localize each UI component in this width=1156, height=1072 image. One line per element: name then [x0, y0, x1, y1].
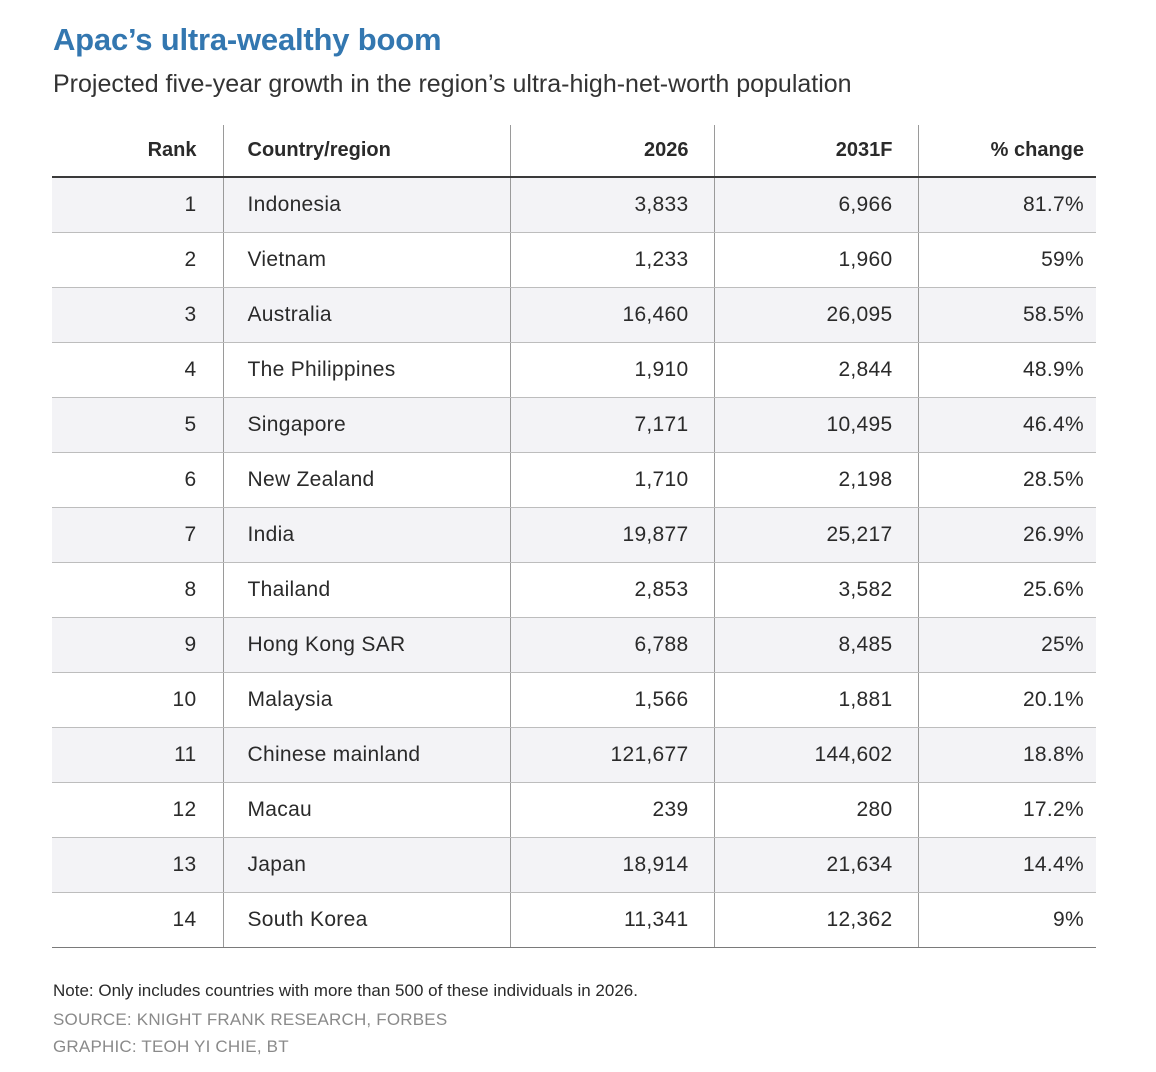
table-row: 3 Australia 16,460 26,095 58.5% [52, 287, 1096, 343]
table-row: 7 India 19,877 25,217 26.9% [52, 507, 1096, 563]
cell-2026: 1,566 [509, 672, 714, 728]
cell-rank: 2 [52, 232, 223, 288]
cell-2026: 239 [509, 782, 714, 838]
cell-rank: 6 [52, 452, 223, 508]
cell-2026: 6,788 [509, 617, 714, 673]
cell-change: 14.4% [917, 837, 1096, 893]
cell-rank: 7 [52, 507, 223, 563]
cell-change: 17.2% [917, 782, 1096, 838]
cell-2026: 1,910 [509, 342, 714, 398]
cell-change: 46.4% [917, 397, 1096, 453]
cell-country: The Philippines [222, 342, 510, 398]
cell-rank: 9 [52, 617, 223, 673]
cell-rank: 10 [52, 672, 223, 728]
cell-2026: 1,233 [509, 232, 714, 288]
table-row: 10 Malaysia 1,566 1,881 20.1% [52, 672, 1096, 728]
table-row: 13 Japan 18,914 21,634 14.4% [52, 837, 1096, 893]
cell-country: Macau [222, 782, 510, 838]
cell-2031f: 2,198 [713, 452, 918, 508]
cell-2031f: 26,095 [713, 287, 918, 343]
cell-2031f: 2,844 [713, 342, 918, 398]
cell-change: 58.5% [917, 287, 1096, 343]
cell-rank: 8 [52, 562, 223, 618]
table-body: 1 Indonesia 3,833 6,966 81.7% 2 Vietnam 1,233 1,… [52, 177, 1096, 948]
chart-title: Apac’s ultra-wealthy boom [53, 22, 442, 57]
cell-change: 81.7% [917, 177, 1096, 233]
cell-change: 48.9% [917, 342, 1096, 398]
footnote: Note: Only includes countries with more … [53, 981, 638, 1000]
table-row: 12 Macau 239 280 17.2% [52, 782, 1096, 838]
cell-country: Hong Kong SAR [222, 617, 510, 673]
cell-2031f: 10,495 [713, 397, 918, 453]
cell-rank: 4 [52, 342, 223, 398]
table-row: 5 Singapore 7,171 10,495 46.4% [52, 397, 1096, 453]
cell-2026: 19,877 [509, 507, 714, 563]
cell-change: 18.8% [917, 727, 1096, 783]
cell-2031f: 21,634 [713, 837, 918, 893]
cell-2026: 11,341 [509, 892, 714, 948]
cell-rank: 12 [52, 782, 223, 838]
table-row: 6 New Zealand 1,710 2,198 28.5% [52, 452, 1096, 508]
cell-country: Indonesia [222, 177, 510, 233]
cell-rank: 14 [52, 892, 223, 948]
cell-2031f: 3,582 [713, 562, 918, 618]
cell-country: Australia [222, 287, 510, 343]
cell-country: South Korea [222, 892, 510, 948]
cell-2026: 18,914 [509, 837, 714, 893]
table-row: 14 South Korea 11,341 12,362 9% [52, 892, 1096, 948]
cell-change: 9% [917, 892, 1096, 948]
cell-change: 25.6% [917, 562, 1096, 618]
cell-country: New Zealand [222, 452, 510, 508]
cell-country: India [222, 507, 510, 563]
cell-change: 28.5% [917, 452, 1096, 508]
cell-2031f: 280 [713, 782, 918, 838]
cell-2026: 16,460 [509, 287, 714, 343]
cell-country: Chinese mainland [222, 727, 510, 783]
cell-2031f: 6,966 [713, 177, 918, 233]
column-header-2026: 2026 [509, 125, 714, 178]
cell-change: 59% [917, 232, 1096, 288]
cell-rank: 5 [52, 397, 223, 453]
table-row: 1 Indonesia 3,833 6,966 81.7% [52, 177, 1096, 233]
cell-change: 20.1% [917, 672, 1096, 728]
chart-subtitle: Projected five-year growth in the region… [53, 70, 852, 98]
cell-country: Malaysia [222, 672, 510, 728]
cell-rank: 3 [52, 287, 223, 343]
graphic-credit: GRAPHIC: TEOH YI CHIE, BT [53, 1037, 289, 1056]
cell-2031f: 144,602 [713, 727, 918, 783]
cell-2031f: 1,960 [713, 232, 918, 288]
table-row: 2 Vietnam 1,233 1,960 59% [52, 232, 1096, 288]
cell-2026: 3,833 [509, 177, 714, 233]
table-row: 8 Thailand 2,853 3,582 25.6% [52, 562, 1096, 618]
column-header-country: Country/region [222, 125, 510, 178]
table-row: 11 Chinese mainland 121,677 144,602 18.8% [52, 727, 1096, 783]
cell-2031f: 12,362 [713, 892, 918, 948]
column-header-rank: Rank [52, 125, 223, 178]
cell-2026: 121,677 [509, 727, 714, 783]
cell-2026: 2,853 [509, 562, 714, 618]
cell-2031f: 1,881 [713, 672, 918, 728]
data-table: Rank Country/region 2026 2031F % change … [52, 125, 1096, 948]
cell-change: 25% [917, 617, 1096, 673]
cell-country: Thailand [222, 562, 510, 618]
cell-2031f: 8,485 [713, 617, 918, 673]
cell-rank: 11 [52, 727, 223, 783]
cell-country: Singapore [222, 397, 510, 453]
column-header-change: % change [917, 125, 1096, 178]
cell-country: Japan [222, 837, 510, 893]
cell-country: Vietnam [222, 232, 510, 288]
table-row: 9 Hong Kong SAR 6,788 8,485 25% [52, 617, 1096, 673]
cell-change: 26.9% [917, 507, 1096, 563]
cell-2026: 7,171 [509, 397, 714, 453]
table-header-row: Rank Country/region 2026 2031F % change [52, 125, 1096, 178]
cell-rank: 1 [52, 177, 223, 233]
source-credit: SOURCE: KNIGHT FRANK RESEARCH, FORBES [53, 1010, 448, 1029]
column-header-2031f: 2031F [713, 125, 918, 178]
cell-rank: 13 [52, 837, 223, 893]
cell-2026: 1,710 [509, 452, 714, 508]
cell-2031f: 25,217 [713, 507, 918, 563]
table-row: 4 The Philippines 1,910 2,844 48.9% [52, 342, 1096, 398]
